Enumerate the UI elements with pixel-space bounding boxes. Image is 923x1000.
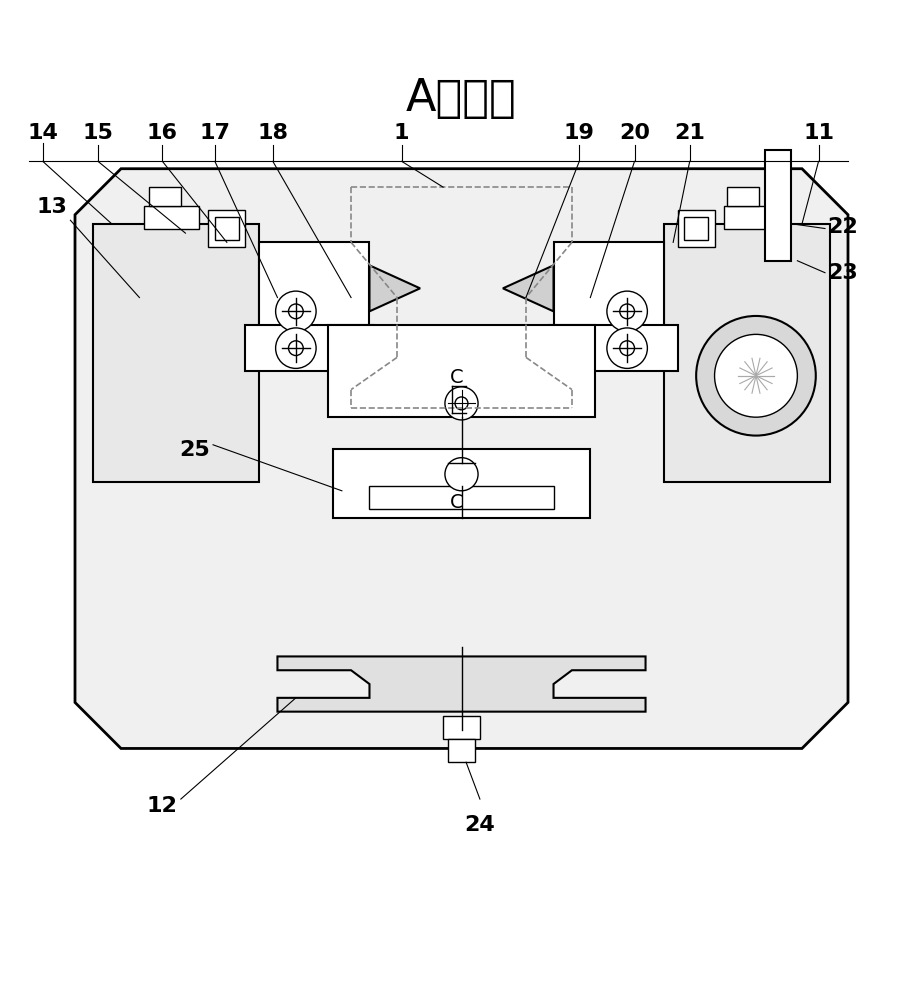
Text: A向放大: A向放大 [406, 77, 517, 120]
Polygon shape [503, 265, 554, 311]
Circle shape [607, 328, 647, 368]
Text: 25: 25 [179, 440, 210, 460]
Bar [149, 187, 181, 206]
Circle shape [607, 291, 647, 332]
Circle shape [619, 341, 634, 356]
Bar [726, 187, 759, 206]
Text: 16: 16 [147, 123, 178, 143]
Text: 20: 20 [619, 123, 650, 143]
Circle shape [696, 316, 816, 436]
Circle shape [445, 458, 478, 491]
Bar [684, 217, 708, 240]
Bar [215, 217, 239, 240]
Polygon shape [93, 224, 259, 482]
Text: 12: 12 [147, 796, 178, 816]
Circle shape [276, 291, 316, 332]
Bar [724, 206, 779, 229]
Text: 17: 17 [199, 123, 231, 143]
Text: 15: 15 [82, 123, 114, 143]
Bar [246, 325, 374, 371]
Circle shape [289, 304, 304, 319]
Bar [144, 206, 199, 229]
Bar [677, 210, 714, 247]
Text: 14: 14 [28, 123, 58, 143]
Circle shape [445, 387, 478, 420]
Text: 23: 23 [828, 263, 858, 283]
Circle shape [276, 328, 316, 368]
Bar [554, 242, 664, 334]
Bar [259, 242, 369, 334]
Text: C: C [450, 368, 463, 387]
Text: 24: 24 [464, 815, 496, 835]
Text: 19: 19 [564, 123, 594, 143]
Polygon shape [369, 265, 420, 311]
Circle shape [619, 304, 634, 319]
Bar [448, 739, 475, 762]
Bar [765, 150, 791, 261]
Polygon shape [664, 224, 830, 482]
Text: 22: 22 [828, 217, 858, 237]
Bar [369, 486, 554, 509]
Circle shape [289, 341, 304, 356]
Bar [328, 325, 595, 417]
Text: C: C [450, 493, 463, 512]
Text: 11: 11 [803, 123, 834, 143]
Bar [332, 449, 591, 518]
Bar [549, 325, 677, 371]
Circle shape [455, 397, 468, 410]
Polygon shape [75, 169, 848, 748]
Text: 21: 21 [675, 123, 705, 143]
Polygon shape [278, 656, 645, 712]
Text: 13: 13 [37, 197, 67, 217]
Bar [443, 716, 480, 739]
Circle shape [714, 334, 797, 417]
Text: 1: 1 [394, 123, 410, 143]
Text: 18: 18 [258, 123, 288, 143]
Bar [209, 210, 246, 247]
